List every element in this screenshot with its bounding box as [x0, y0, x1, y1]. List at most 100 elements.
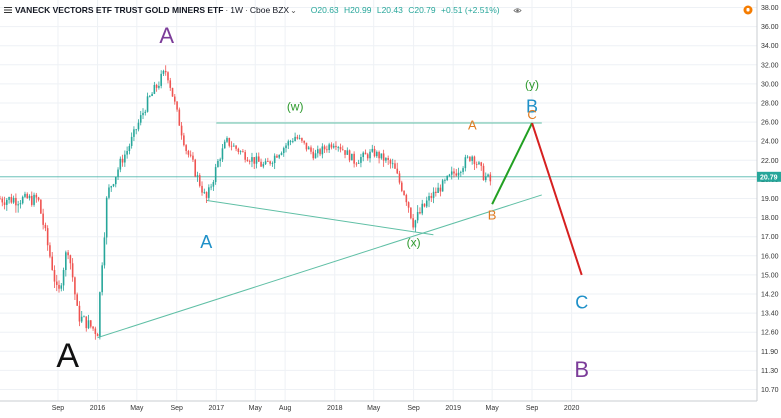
candle-body [312, 151, 315, 159]
candle-body [226, 137, 228, 142]
candle-body [373, 148, 376, 157]
candle-body [128, 145, 131, 152]
candle-body [400, 182, 403, 191]
candle-body [396, 168, 399, 174]
alert-bell-icon[interactable] [743, 5, 753, 15]
interval-label[interactable]: 1W [230, 5, 244, 15]
candle-body [282, 148, 285, 154]
candle-body [335, 145, 337, 148]
candle-body [489, 174, 492, 182]
candle-body [412, 218, 414, 228]
candle-body [151, 93, 153, 96]
y-tick-label: 36.00 [761, 24, 779, 31]
candle-body [264, 161, 267, 165]
y-tick-label: 19.00 [761, 196, 779, 203]
candle-body [37, 197, 40, 200]
wave-label: A [200, 232, 212, 252]
candle-body [446, 175, 448, 180]
candle-body [65, 252, 67, 271]
y-tick-label: 11.30 [761, 368, 778, 375]
time-axis[interactable]: Sep 2016 May Sep 2017 May Aug 2018 May Sep 2019 May… [0, 400, 757, 412]
candle-body [108, 187, 110, 198]
candle-body [15, 197, 17, 206]
candle-body [428, 196, 430, 201]
candle-body [341, 149, 344, 151]
candle-body [90, 320, 92, 327]
candle-body [139, 115, 142, 123]
candle-body [210, 186, 212, 188]
wave-label: C [575, 292, 588, 312]
candle-body [239, 151, 242, 153]
symbol-name[interactable]: VANECK VECTORS ETF TRUST GOLD MINERS ETF [15, 5, 224, 15]
candle-body [262, 164, 265, 167]
candle-body [164, 70, 167, 73]
candle-body [441, 180, 444, 192]
y-tick-label: 18.00 [761, 215, 779, 222]
candle-body [437, 187, 439, 193]
candle-body [121, 158, 124, 163]
x-tick-label: 2017 [209, 405, 225, 412]
candle-body [469, 156, 471, 161]
x-tick-label: 2016 [90, 405, 106, 412]
candle-body [484, 176, 487, 181]
candle-body [105, 197, 108, 238]
alert-bell-shape [746, 8, 750, 12]
candle-body [378, 151, 380, 159]
x-tick-label: May [367, 405, 381, 412]
candle-body [303, 140, 305, 143]
candle-body [466, 156, 469, 158]
candle-body [455, 173, 458, 176]
candle-body [78, 305, 81, 322]
candle-body [310, 147, 312, 152]
y-tick-label: 15.00 [761, 272, 779, 279]
candle-body [208, 187, 210, 198]
candle-body [110, 186, 113, 188]
candle-body [448, 174, 451, 176]
chevron-down-icon[interactable]: ⌄ [290, 5, 297, 15]
candle-body [348, 150, 351, 161]
candle-body [0, 198, 1, 200]
candle-body [117, 169, 119, 177]
candle-body [366, 154, 369, 159]
x-tick-label: Sep [52, 405, 65, 412]
candle-body [362, 152, 364, 158]
candle-body [189, 154, 192, 156]
y-tick-label: 10.70 [761, 387, 779, 394]
candle-body [203, 192, 206, 193]
candle-body [364, 152, 367, 155]
candle-body [289, 141, 292, 142]
price-axis[interactable]: 38.00 36.00 34.00 32.00 30.00 28.00 26.00 24.00… [756, 0, 779, 401]
projection-line-1 [491, 122, 533, 205]
candle-body [475, 164, 478, 165]
trendlines [97, 122, 542, 339]
candle-body [62, 270, 65, 286]
candle-body [74, 277, 76, 295]
x-tick-label: 2018 [327, 405, 343, 412]
candle-body [33, 194, 35, 205]
candle-body [60, 285, 63, 289]
candle-body [162, 70, 165, 74]
candle-body [180, 125, 183, 136]
wave-label: B [574, 357, 589, 382]
wave-label: A [56, 337, 79, 375]
candle-body [167, 72, 169, 81]
candle-body [351, 153, 353, 161]
candle-body [30, 195, 33, 205]
y-tick-label: 28.00 [761, 101, 779, 108]
candle-body [178, 109, 181, 126]
hamburger-icon[interactable] [4, 6, 12, 14]
candle-body [144, 111, 147, 113]
change-value: +0.51 (+2.51%) [441, 5, 500, 15]
chart-grid [0, 0, 757, 401]
candle-body [389, 159, 392, 164]
candle-body [339, 147, 342, 150]
candle-body [337, 147, 340, 148]
candle-body [307, 147, 310, 150]
candle-body [228, 137, 231, 146]
candlestick-series [0, 65, 492, 340]
candle-body [353, 153, 355, 164]
candle-body [416, 212, 419, 221]
eye-icon[interactable] [513, 6, 522, 15]
candle-body [419, 212, 421, 214]
